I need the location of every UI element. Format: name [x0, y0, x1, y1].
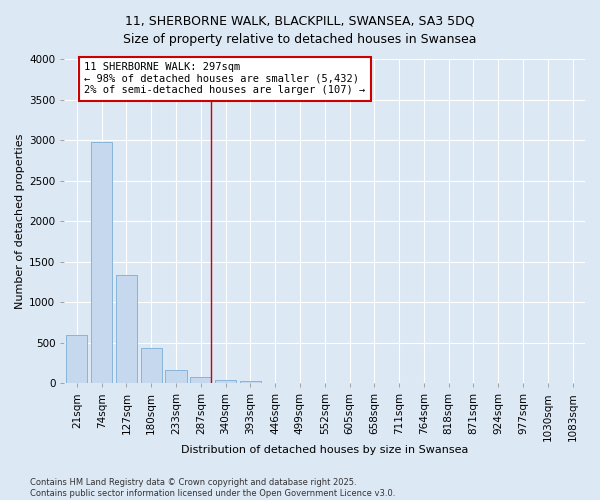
Bar — [67, 336, 88, 383]
Bar — [190, 376, 211, 383]
Text: 11, SHERBORNE WALK, BLACKPILL, SWANSEA, SA3 5DQ: 11, SHERBORNE WALK, BLACKPILL, SWANSEA, … — [125, 15, 475, 28]
X-axis label: Distribution of detached houses by size in Swansea: Distribution of detached houses by size … — [181, 445, 469, 455]
Bar — [215, 380, 236, 383]
Bar — [116, 274, 137, 383]
Bar — [166, 370, 187, 383]
Text: 11 SHERBORNE WALK: 297sqm
← 98% of detached houses are smaller (5,432)
2% of sem: 11 SHERBORNE WALK: 297sqm ← 98% of detac… — [84, 62, 365, 96]
Bar — [140, 348, 162, 383]
Bar — [240, 380, 261, 383]
Text: Size of property relative to detached houses in Swansea: Size of property relative to detached ho… — [123, 32, 477, 46]
Y-axis label: Number of detached properties: Number of detached properties — [15, 134, 25, 309]
Bar — [91, 142, 112, 383]
Text: Contains HM Land Registry data © Crown copyright and database right 2025.
Contai: Contains HM Land Registry data © Crown c… — [30, 478, 395, 498]
